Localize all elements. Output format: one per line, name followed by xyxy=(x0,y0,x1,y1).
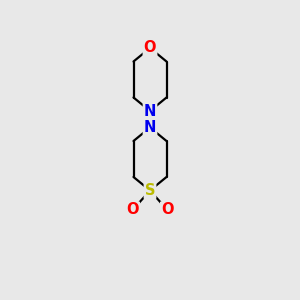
Text: O: O xyxy=(126,202,139,217)
Text: S: S xyxy=(145,183,155,198)
Text: N: N xyxy=(144,120,156,135)
Text: O: O xyxy=(161,202,174,217)
Text: N: N xyxy=(144,103,156,118)
Text: O: O xyxy=(144,40,156,56)
